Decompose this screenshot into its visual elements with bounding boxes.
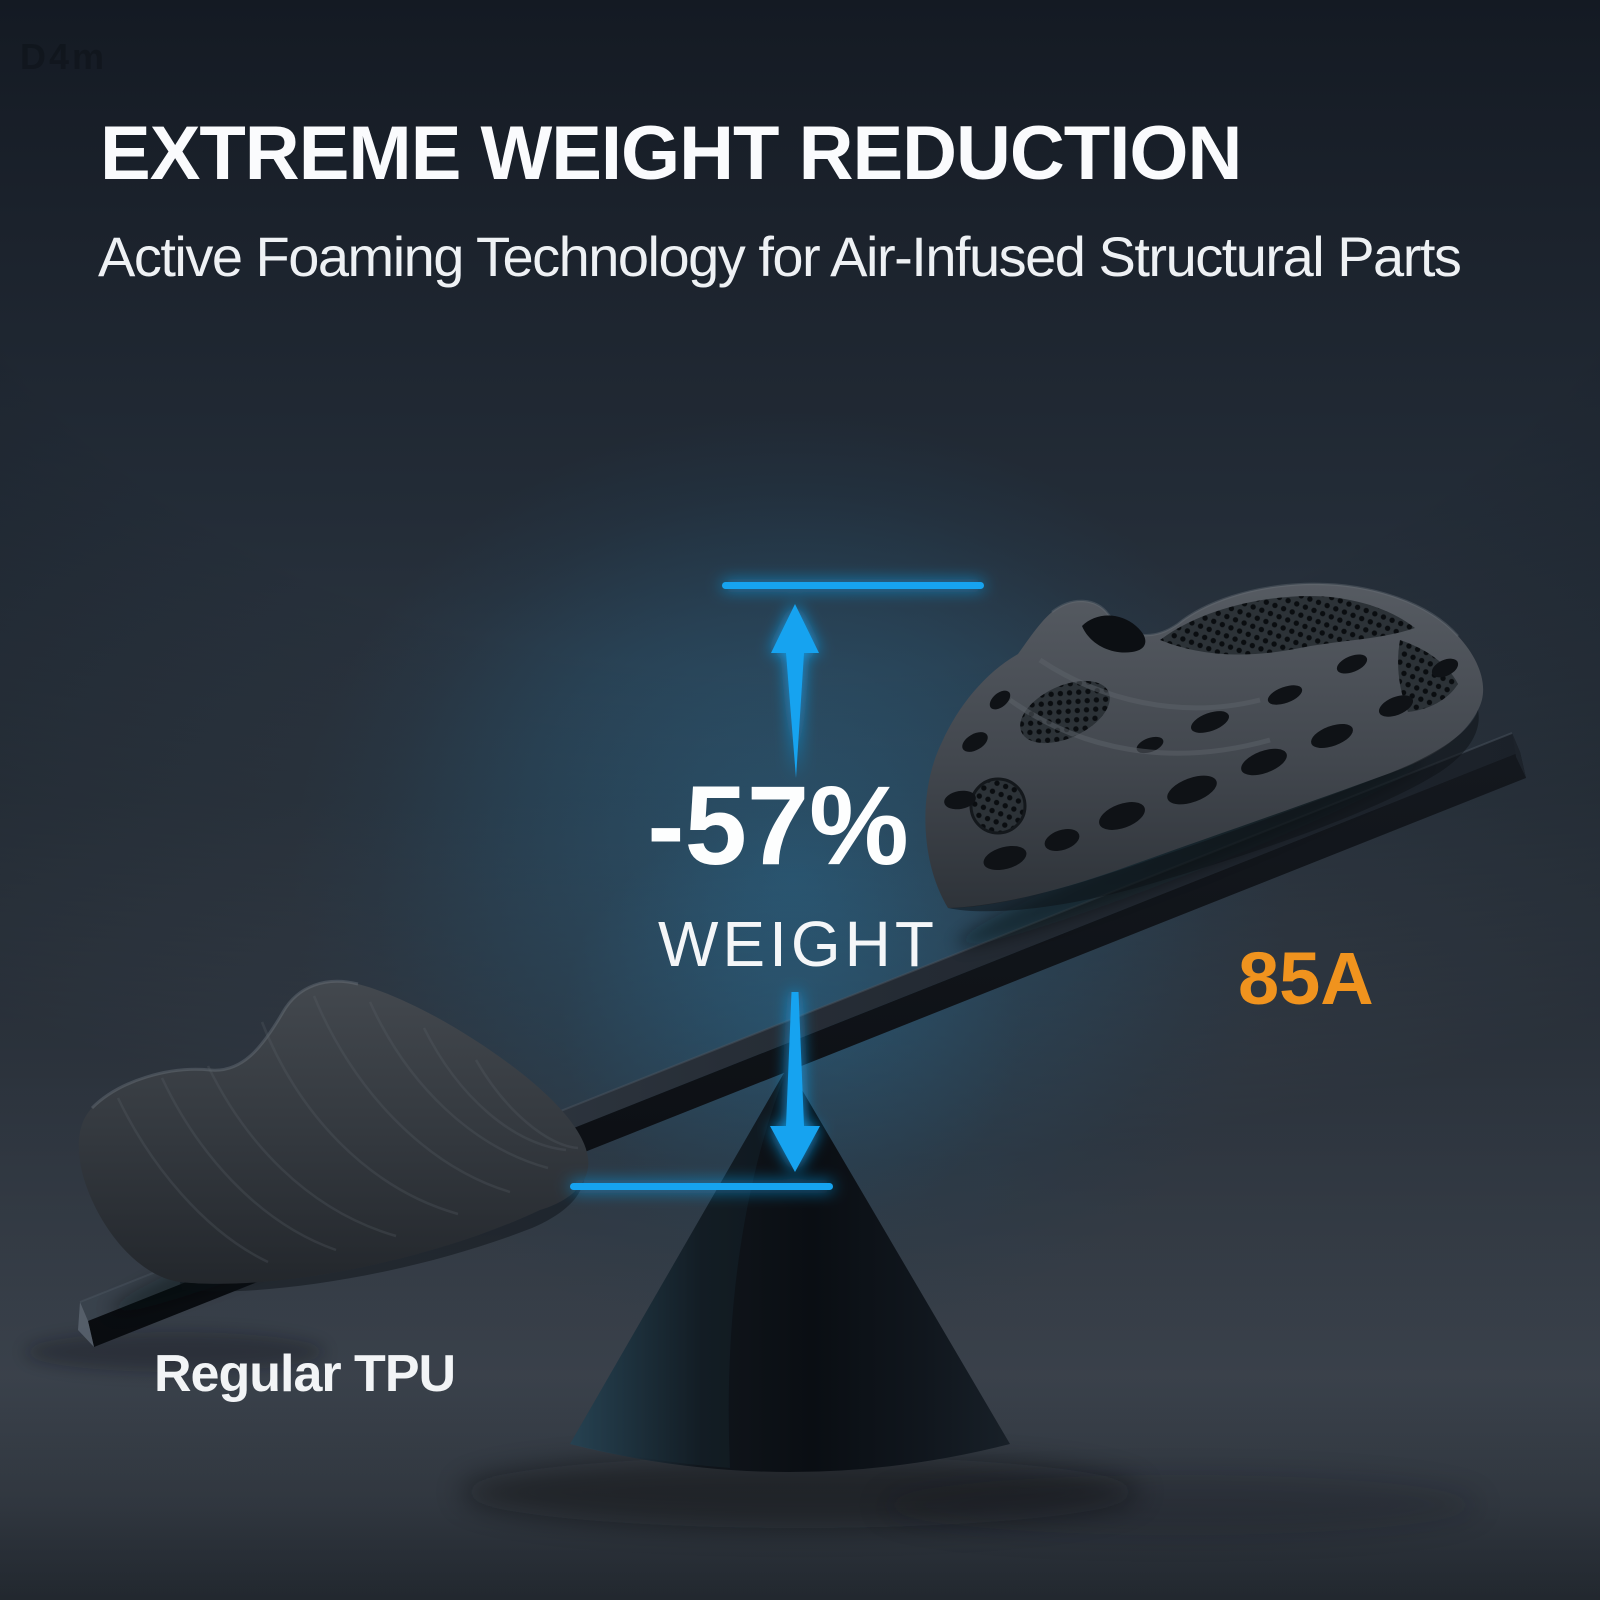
pivot-cone — [570, 1066, 1010, 1472]
weight-indicator — [570, 582, 984, 1190]
brand-watermark: D4m — [20, 36, 108, 77]
light-material-label: 85A — [1238, 937, 1374, 1020]
shoe-side-mesh — [1020, 680, 1110, 744]
floor-shadows — [25, 1332, 1480, 1535]
sole-knit-texture — [116, 995, 579, 1264]
foamed-shoe-85a — [925, 582, 1484, 912]
heavy-material-label: Regular TPU — [154, 1345, 456, 1403]
page-title: EXTREME WEIGHT REDUCTION — [100, 111, 1242, 196]
weight-reduction-value: -57% — [647, 763, 909, 888]
shoe-heel-pod — [969, 777, 1027, 835]
up-arrow-icon — [771, 604, 819, 778]
weight-reduction-label: WEIGHT — [658, 908, 938, 980]
upper-limit-line — [722, 582, 984, 589]
lower-limit-line — [570, 1183, 833, 1190]
shoe-collar-opening — [1082, 615, 1146, 653]
shoe-lace-mesh — [1160, 596, 1415, 655]
page-subtitle: Active Foaming Technology for Air-Infuse… — [98, 225, 1462, 288]
shoe-strap-ridges — [1008, 657, 1271, 756]
down-arrow-icon — [770, 992, 820, 1172]
regular-tpu-sole — [78, 979, 589, 1292]
shoe-toe-mesh — [1398, 640, 1458, 712]
